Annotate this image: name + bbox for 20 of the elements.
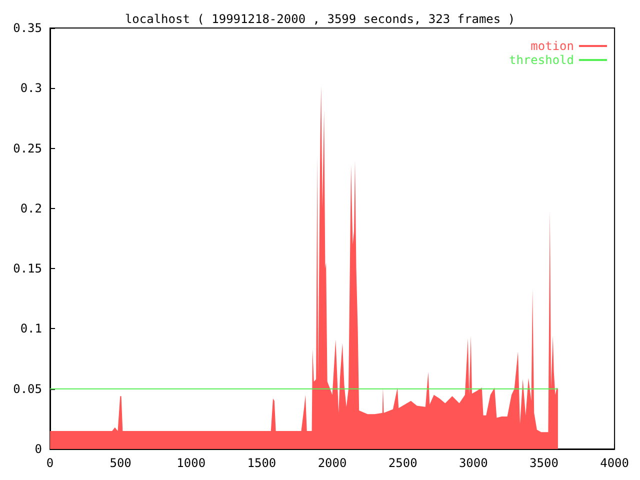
x-tick-label: 500: [110, 456, 132, 470]
x-tick-label: 2500: [388, 456, 418, 470]
y-tick-label: 0.35: [13, 21, 42, 35]
x-tick-label: 1000: [176, 456, 206, 470]
chart-title: localhost ( 19991218-2000 , 3599 seconds, 323 frames ): [124, 12, 516, 26]
y-tick-label: 0.25: [13, 141, 42, 156]
y-tick-label: 0.3: [20, 81, 42, 96]
y-tick-label: 0.15: [13, 262, 42, 276]
legend-label: threshold: [508, 53, 574, 67]
x-tick-label: 3500: [530, 456, 558, 470]
y-tick-label: 0.2: [20, 201, 42, 216]
y-tick-label: 0: [34, 442, 42, 456]
x-tick-label: 3000: [458, 456, 488, 470]
legend-label: motion: [530, 39, 574, 53]
y-tick-label: 0.1: [20, 322, 42, 336]
x-tick-label: 2000: [318, 456, 347, 470]
x-tick-label: 0: [46, 456, 54, 470]
x-tick-label: 4000: [600, 456, 630, 470]
x-tick-label: 1500: [247, 456, 276, 470]
y-tick-label: 0.05: [13, 382, 42, 396]
